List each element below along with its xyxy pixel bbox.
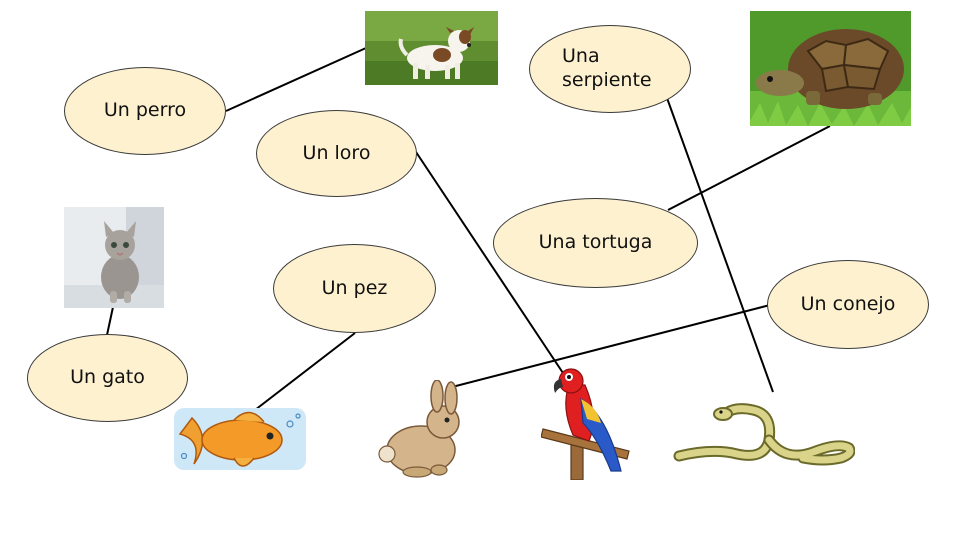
cat-icon [64,207,164,308]
label-un-gato: Un gato [70,366,145,389]
turtle-photo[interactable] [750,11,911,126]
line-conejo-rabbit [451,304,771,388]
label-un-pez: Un pez [321,276,388,299]
rabbit-illustration[interactable] [377,380,467,478]
dog-icon [365,11,498,85]
label-un-loro: Un loro [302,141,371,164]
dog-photo[interactable] [365,11,498,85]
goldfish-illustration[interactable] [172,404,310,474]
bubble-una-tortuga[interactable]: Una tortuga [493,198,698,288]
label-una-tortuga: Una tortuga [538,231,653,254]
bubble-un-perro[interactable]: Un perro [64,67,226,155]
line-loro-parrot [415,151,564,374]
line-tortuga-turtle [667,125,831,211]
snake-illustration[interactable] [673,400,855,466]
goldfish-icon [174,408,306,470]
parrot-illustration[interactable] [541,367,633,480]
line-pez-fish [254,332,356,411]
line-gato-cat [106,306,114,336]
cat-photo[interactable] [64,207,164,308]
line-serpiente-snake [666,97,774,393]
rabbit-icon [378,380,460,478]
snake-icon [673,403,855,466]
bubble-una-serpiente[interactable]: Una serpiente [529,25,691,113]
label-una-serpiente: Una serpiente [562,45,652,91]
bubble-un-conejo[interactable]: Un conejo [767,260,929,349]
parrot-icon [541,368,630,480]
bubble-un-gato[interactable]: Un gato [27,334,188,422]
turtle-icon [750,11,911,126]
label-un-conejo: Un conejo [800,292,896,315]
bubble-un-pez[interactable]: Un pez [273,244,436,333]
label-un-perro: Un perro [103,99,187,122]
bubble-un-loro[interactable]: Un loro [256,110,417,197]
line-perro-dog [225,47,367,112]
